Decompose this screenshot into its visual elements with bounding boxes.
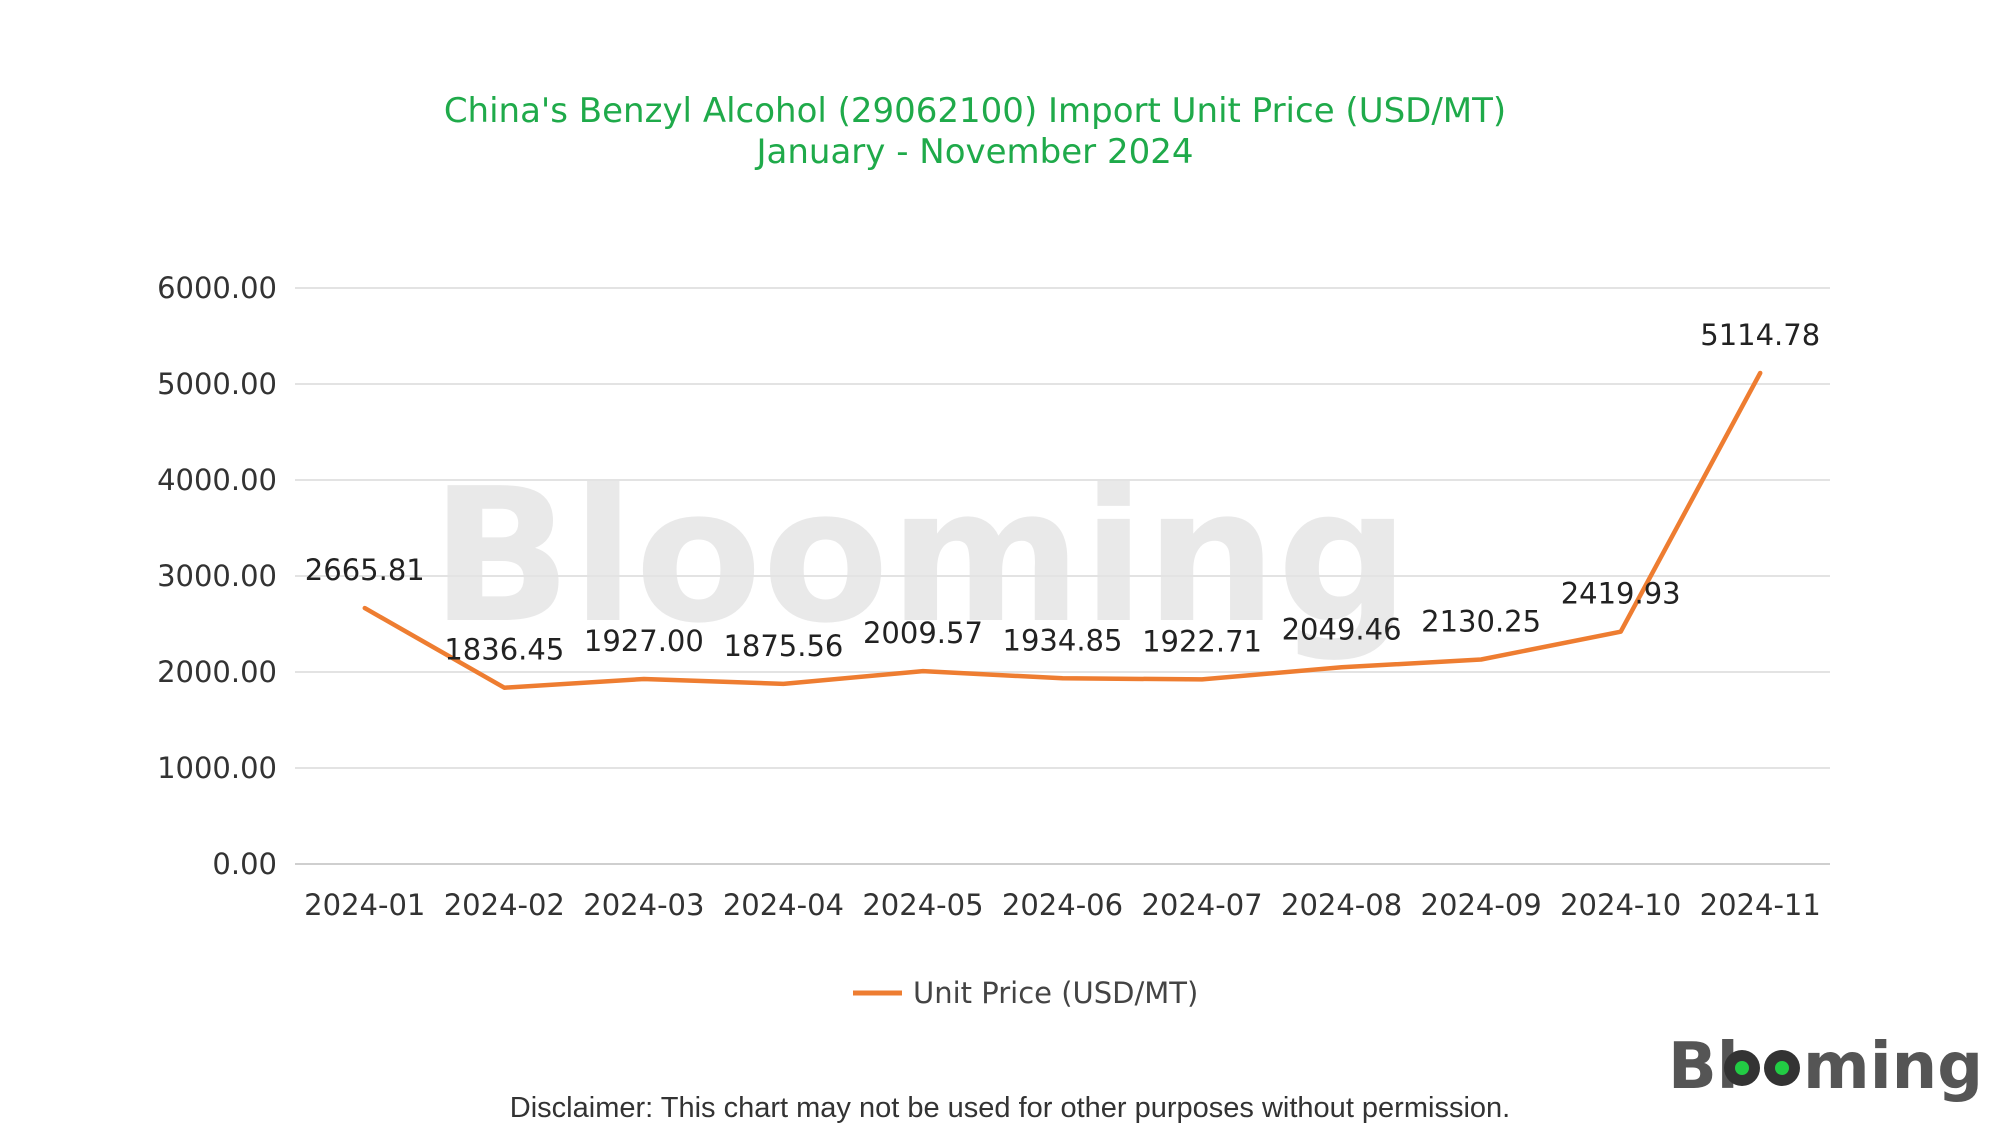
- series-line-unit-price: [362, 370, 1763, 690]
- y-tick-label: 0.00: [212, 847, 277, 881]
- data-label: 2049.46: [1282, 612, 1402, 646]
- x-tick-label: 2024-01: [304, 888, 425, 922]
- data-label: 2130.25: [1421, 604, 1541, 638]
- data-label: 5114.78: [1700, 318, 1820, 352]
- y-axis: 0.00 1000.00 2000.00 3000.00 4000.00 5000.00 6…: [157, 271, 277, 881]
- y-tick-label: 6000.00: [157, 271, 277, 305]
- y-tick-label: 1000.00: [157, 751, 277, 785]
- legend-label: Unit Price (USD/MT): [913, 976, 1198, 1010]
- svg-text:ming: ming: [1803, 1030, 1983, 1104]
- data-label: 1836.45: [444, 633, 564, 667]
- x-tick-label: 2024-07: [1141, 888, 1262, 922]
- data-label: 2009.57: [863, 616, 983, 650]
- x-tick-label: 2024-10: [1560, 888, 1681, 922]
- grid: [295, 287, 1830, 865]
- data-label: 2665.81: [305, 553, 425, 587]
- data-label: 1922.71: [1142, 624, 1262, 658]
- watermark-logo: Blooming: [431, 448, 1410, 664]
- data-label: 2419.93: [1561, 577, 1681, 611]
- x-tick-label: 2024-04: [723, 888, 844, 922]
- chart-subtitle: January - November 2024: [755, 132, 1194, 172]
- x-tick-label: 2024-02: [444, 888, 565, 922]
- data-label: 1927.00: [584, 624, 704, 658]
- x-tick-label: 2024-06: [1002, 888, 1123, 922]
- data-labels: 2665.81 1836.45 1927.00 1875.56 2009.57 1934.…: [305, 318, 1820, 667]
- x-tick-label: 2024-09: [1421, 888, 1542, 922]
- blooming-logo: Bl ming: [1668, 1030, 1983, 1104]
- chart-title: China's Benzyl Alcohol (29062100) Import…: [444, 91, 1506, 131]
- disclaimer: Disclaimer: This chart may not be used f…: [510, 1092, 1510, 1124]
- y-tick-label: 3000.00: [157, 559, 277, 593]
- x-tick-label: 2024-03: [583, 888, 704, 922]
- x-tick-label: 2024-08: [1281, 888, 1402, 922]
- y-tick-label: 5000.00: [157, 367, 277, 401]
- data-label: 1875.56: [723, 629, 843, 663]
- y-tick-label: 2000.00: [157, 655, 277, 689]
- x-tick-label: 2024-11: [1700, 888, 1821, 922]
- legend: Unit Price (USD/MT): [853, 976, 1198, 1010]
- data-label: 1934.85: [1003, 623, 1123, 657]
- x-tick-label: 2024-05: [862, 888, 983, 922]
- y-tick-label: 4000.00: [157, 463, 277, 497]
- x-axis: 2024-01 2024-02 2024-03 2024-04 2024-05 2024-…: [304, 888, 1821, 922]
